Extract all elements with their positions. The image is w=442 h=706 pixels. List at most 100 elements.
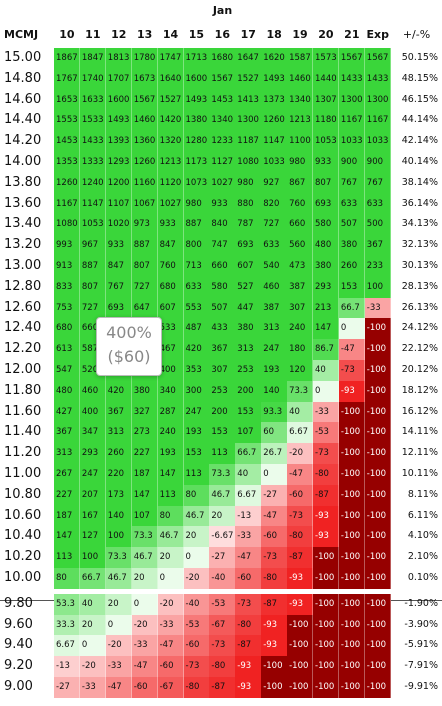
value-cell: -100: [261, 677, 288, 699]
value-cell: -93: [235, 677, 262, 699]
value-cell: 433: [209, 318, 236, 340]
value-cell: 33.3: [54, 614, 81, 636]
value-cell: 680: [54, 318, 81, 340]
value-cell: 1200: [105, 172, 133, 195]
value-cell: 967: [79, 235, 107, 257]
price-label: 11.60: [4, 403, 42, 419]
value-cell: 46.7: [183, 505, 210, 527]
value-cell: 6.67: [235, 484, 262, 507]
value-cell: 727: [261, 214, 288, 236]
value-cell: 820: [261, 193, 288, 215]
value-cell: 580: [209, 276, 236, 299]
value-cell: -47: [157, 635, 184, 657]
month-header: Jan: [212, 4, 233, 17]
value-cell: 633: [364, 193, 392, 215]
value-cell: 487: [183, 318, 210, 340]
value-cell: 380: [235, 318, 262, 340]
value-cell: 273: [131, 422, 159, 444]
value-cell: 607: [235, 256, 262, 278]
value-cell: -27: [261, 484, 288, 507]
value-cell: 980: [183, 193, 210, 215]
value-cell: 287: [157, 401, 184, 423]
value-cell: 0: [131, 593, 159, 616]
value-cell: -73: [261, 547, 288, 569]
value-cell: 767: [364, 172, 392, 195]
value-cell: 380: [131, 380, 159, 403]
value-cell: -47: [261, 505, 288, 527]
price-label: 9.20: [4, 658, 33, 674]
value-cell: 307: [287, 297, 314, 319]
value-cell: -33: [79, 677, 107, 699]
price-label: 11.40: [4, 424, 42, 440]
value-cell: 113: [183, 464, 210, 486]
value-cell: -53: [209, 593, 236, 616]
pct-label: 16.12%: [401, 405, 438, 417]
value-cell: -60: [235, 568, 262, 590]
pct-label: 2.10%: [407, 551, 438, 563]
value-cell: 1460: [131, 110, 159, 132]
value-cell: 840: [209, 214, 236, 236]
value-cell: 367: [364, 235, 392, 257]
pct-label: 46.15%: [401, 93, 438, 105]
value-cell: 180: [287, 339, 314, 361]
value-cell: 107: [235, 422, 262, 444]
price-label: 15.00: [4, 50, 42, 65]
value-cell: 187: [54, 505, 81, 527]
pct-label: 24.12%: [401, 322, 438, 334]
value-cell: 1527: [235, 68, 262, 91]
value-cell: 240: [287, 318, 314, 340]
value-cell: 173: [105, 484, 133, 507]
value-cell: 1320: [157, 131, 184, 153]
value-cell: 0: [261, 464, 288, 486]
value-cell: 20: [131, 568, 159, 590]
value-cell: -80: [313, 464, 340, 486]
value-cell: 1033: [261, 152, 288, 174]
value-cell: 387: [287, 276, 314, 299]
pct-label: -7.91%: [404, 660, 438, 672]
value-cell: -100: [338, 677, 366, 699]
value-cell: -20: [287, 443, 314, 465]
value-cell: 153: [235, 401, 262, 423]
price-label: 14.40: [4, 112, 42, 128]
column-header: 11: [85, 28, 101, 41]
column-header: 13: [136, 28, 153, 41]
price-label: 9.60: [4, 616, 33, 632]
value-cell: -87: [313, 484, 340, 507]
value-cell: 427: [54, 401, 81, 423]
value-cell: 313: [235, 339, 262, 361]
value-cell: 20: [105, 593, 133, 616]
value-cell: -100: [338, 505, 366, 527]
value-cell: 1707: [105, 68, 133, 91]
value-cell: 1440: [313, 68, 340, 91]
value-cell: 1260: [131, 152, 159, 174]
pct-label: -5.91%: [404, 639, 438, 651]
value-cell: 400: [79, 401, 107, 423]
value-cell: 760: [157, 256, 184, 278]
value-cell: 247: [79, 464, 107, 486]
price-label: 11.20: [4, 445, 42, 461]
value-cell: -100: [364, 360, 392, 382]
price-label: 12.80: [4, 278, 42, 294]
value-cell: 420: [105, 380, 133, 403]
value-cell: -53: [183, 614, 210, 636]
value-cell: 1353: [54, 152, 81, 174]
price-label: 11.00: [4, 466, 42, 481]
value-cell: -20: [131, 614, 159, 636]
value-cell: 1120: [157, 172, 184, 195]
value-cell: 800: [183, 235, 210, 257]
value-cell: 46.7: [105, 568, 133, 590]
price-label: 10.60: [4, 507, 42, 523]
price-label: 13.40: [4, 216, 42, 232]
value-cell: 693: [313, 193, 340, 215]
value-cell: -33: [313, 401, 340, 423]
value-cell: 20: [79, 614, 107, 636]
value-cell: 767: [338, 172, 366, 195]
value-cell: 80: [183, 484, 210, 507]
column-header: 19: [292, 28, 308, 41]
value-cell: -73: [313, 443, 340, 465]
value-cell: 253: [209, 380, 236, 403]
value-cell: -13: [54, 656, 81, 678]
value-cell: 1633: [79, 89, 107, 111]
value-cell: -47: [235, 547, 262, 569]
value-cell: 447: [235, 297, 262, 319]
